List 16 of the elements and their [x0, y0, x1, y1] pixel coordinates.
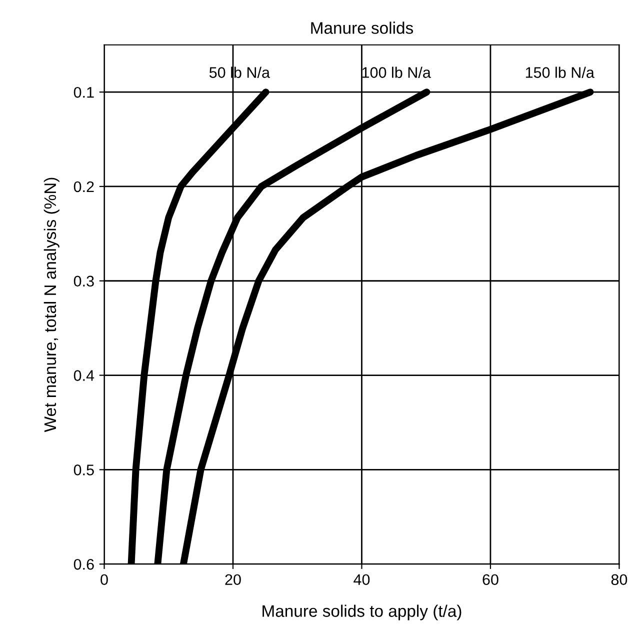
series-label: 150 lb N/a — [526, 66, 594, 78]
x-tick-label: 0 — [100, 574, 108, 586]
x-tick-label: 40 — [354, 574, 370, 586]
series-label: 100 lb N/a — [362, 66, 431, 78]
y-tick-label: 0.2 — [74, 181, 94, 192]
y-tick-label: 0.5 — [74, 464, 94, 476]
chart-title: Manure solids — [311, 22, 414, 34]
y-tick-label: 0.4 — [74, 370, 94, 381]
x-axis-title: Manure solids to apply (t/a) — [262, 604, 462, 620]
x-tick-label: 80 — [611, 574, 628, 586]
x-tick-label: 60 — [482, 574, 498, 586]
y-tick-label: 0.6 — [74, 558, 94, 570]
y-tick-label: 0.3 — [74, 276, 94, 287]
x-tick-label: 20 — [225, 574, 241, 586]
y-axis-title: Wet manure, total N analysis (%N) — [44, 178, 60, 432]
y-tick-label: 0.1 — [74, 86, 94, 98]
